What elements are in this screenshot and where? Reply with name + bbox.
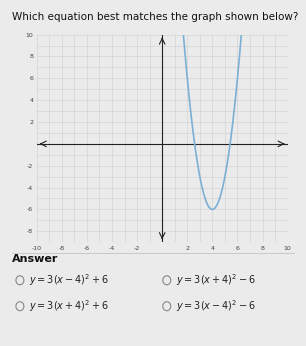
Text: Which equation best matches the graph shown below?: Which equation best matches the graph sh… xyxy=(12,12,299,22)
Text: $y=3(x+4)^2-6$: $y=3(x+4)^2-6$ xyxy=(176,272,256,288)
Text: $y=3(x+4)^2+6$: $y=3(x+4)^2+6$ xyxy=(29,298,109,314)
Text: Answer: Answer xyxy=(12,254,59,264)
Text: $y=3(x-4)^2-6$: $y=3(x-4)^2-6$ xyxy=(176,298,256,314)
Text: $y=3(x-4)^2+6$: $y=3(x-4)^2+6$ xyxy=(29,272,109,288)
